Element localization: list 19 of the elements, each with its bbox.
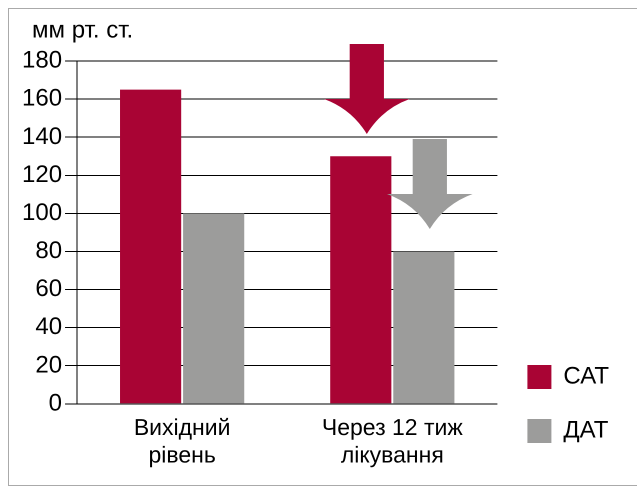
y-tick-label: 40 bbox=[35, 313, 62, 340]
y-axis-title: мм рт. ст. bbox=[32, 16, 134, 44]
y-tick-label: 20 bbox=[35, 351, 62, 378]
y-tick-label: 80 bbox=[35, 237, 62, 264]
y-tick-label: 0 bbox=[48, 389, 62, 416]
x-tick-label: Вихідний рівень bbox=[134, 414, 230, 468]
legend-label: САТ bbox=[563, 362, 610, 390]
bar bbox=[120, 90, 182, 404]
y-tick-label: 140 bbox=[22, 122, 62, 150]
bar bbox=[330, 156, 392, 404]
x-tick-label: Через 12 тиж лікування bbox=[322, 414, 464, 468]
bar bbox=[183, 213, 244, 404]
y-tick-label: 160 bbox=[22, 84, 62, 112]
bar bbox=[393, 251, 454, 404]
y-tick-label: 60 bbox=[35, 275, 62, 302]
y-tick-label: 180 bbox=[22, 46, 62, 74]
y-tick-label: 120 bbox=[22, 160, 62, 188]
y-tick-label: 100 bbox=[22, 198, 62, 226]
legend-label: ДАТ bbox=[563, 416, 609, 444]
